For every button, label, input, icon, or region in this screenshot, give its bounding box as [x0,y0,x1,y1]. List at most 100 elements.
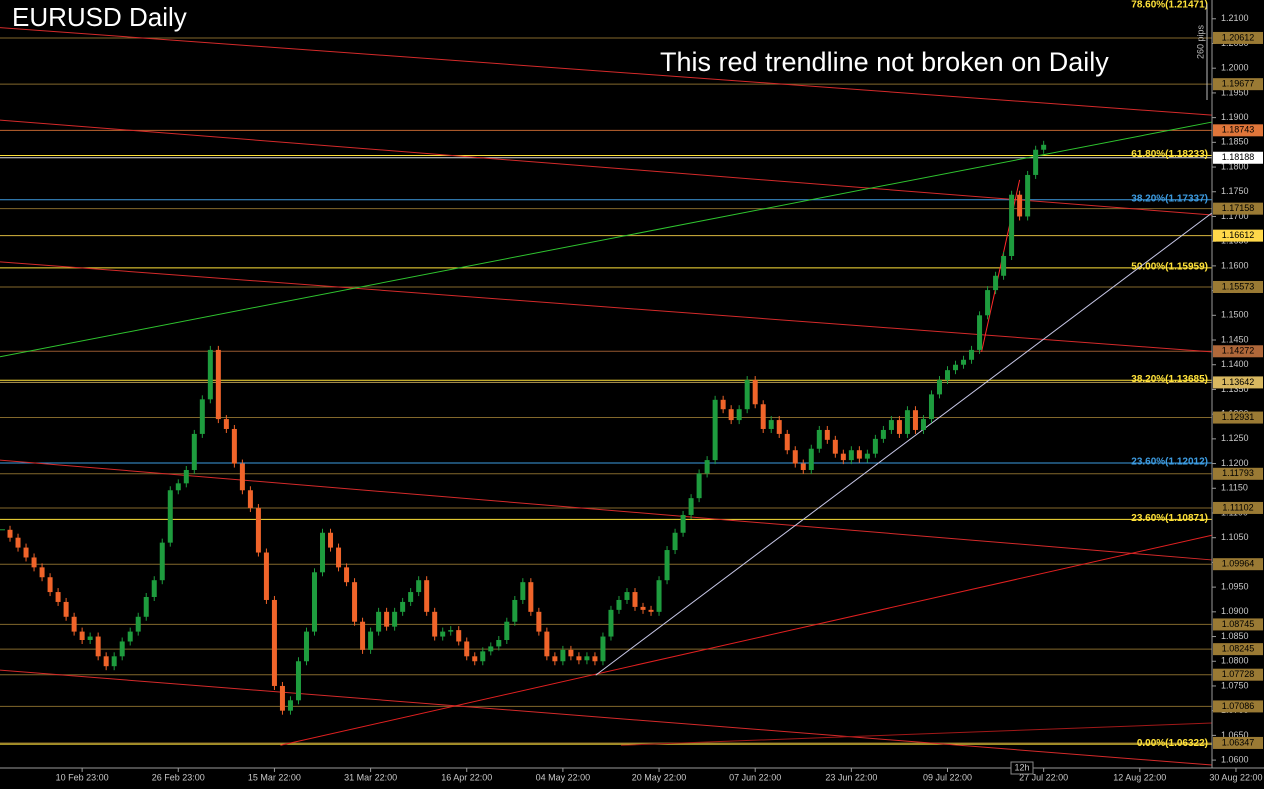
candle [712,399,718,461]
candle [1009,194,1015,256]
candle [456,630,462,642]
candle [400,601,406,612]
candle [624,592,630,600]
candle [752,380,758,405]
candle [736,409,742,421]
price-tag [1213,700,1263,713]
x-tick-label: 16 Apr 22:00 [441,772,492,782]
candle [1017,194,1023,217]
price-tag-label: 1.17158 [1222,203,1255,213]
y-tick-label: 1.1400 [1221,359,1249,369]
candle [1001,256,1007,276]
price-tag [1213,78,1263,91]
candle [408,592,414,602]
price-tag [1213,467,1263,480]
price-tag [1213,376,1263,389]
candle [87,636,93,640]
price-tag-label: 1.18743 [1222,125,1255,135]
candle [784,433,790,451]
candle [768,420,774,429]
trendline [595,212,1213,676]
x-tick-label: 26 Feb 23:00 [152,772,205,782]
timeframe-label: 12h [1014,762,1029,772]
candle [648,609,654,612]
price-tag [1213,411,1263,424]
candle [71,616,77,632]
chart-title: EURUSD Daily [12,2,187,32]
candle [552,656,558,662]
candle [360,621,366,650]
fib-label: 38.20%(1.17337) [1131,193,1208,204]
trendline [0,459,1212,561]
candle [880,429,886,439]
candle [151,580,157,598]
x-tick-label: 09 Jul 22:00 [923,772,972,782]
candle [936,380,942,395]
y-tick-label: 1.1200 [1221,458,1249,468]
candle [961,359,967,365]
candle [328,532,334,548]
candle [464,641,470,657]
candle [432,611,438,637]
candle [79,631,85,640]
candle [103,656,109,667]
x-tick-label: 23 Jun 22:00 [825,772,877,782]
candle [920,419,926,430]
candle [928,394,934,420]
x-tick-label: 07 Jun 22:00 [729,772,781,782]
candle [792,450,798,464]
trendline [280,534,1213,746]
candle [271,599,277,686]
price-tag-label: 1.15573 [1222,281,1255,291]
y-tick-label: 1.1700 [1221,211,1249,221]
candle [800,463,806,470]
candle [135,616,141,632]
candle [576,656,582,661]
candle [448,630,454,632]
candle [63,601,69,617]
x-tick-label: 20 May 22:00 [632,772,687,782]
candle [368,631,374,650]
candle [728,409,734,421]
candle [15,537,21,548]
price-tag-label: 1.20612 [1222,32,1255,42]
candle [760,404,766,429]
candle [776,420,782,434]
price-tag [1213,202,1263,215]
price-tag [1213,501,1263,514]
candle [191,433,197,470]
candle [111,656,117,667]
candle [720,399,726,410]
candle [896,420,902,434]
fib-label: 38.20%(1.13685) [1131,374,1208,385]
y-tick-label: 1.1950 [1221,87,1249,97]
candle [536,611,542,632]
candle [864,453,870,459]
candle [376,611,382,632]
candle [47,577,53,593]
candle [440,631,446,637]
candle [592,656,598,662]
price-tag-label: 1.16612 [1222,230,1255,240]
candle [352,582,358,622]
candle [496,640,502,647]
y-tick-label: 1.0750 [1221,680,1249,690]
price-tag [1213,668,1263,681]
candle [279,685,285,711]
x-tick-label: 12 Aug 22:00 [1113,772,1166,782]
timeframe-box [1010,761,1034,775]
candle [680,514,686,533]
candle [424,580,430,612]
fib-label: 78.60%(1.21471) [1131,0,1208,11]
price-tag-label: 1.11793 [1222,468,1254,478]
y-tick-label: 1.0950 [1221,581,1249,591]
candle [183,469,189,484]
y-tick-label: 1.1050 [1221,532,1249,542]
y-tick-label: 1.2000 [1221,63,1249,73]
y-tick-label: 1.1350 [1221,384,1249,394]
candle [520,582,526,600]
y-tick-label: 1.0850 [1221,631,1249,641]
candle [1041,144,1047,150]
